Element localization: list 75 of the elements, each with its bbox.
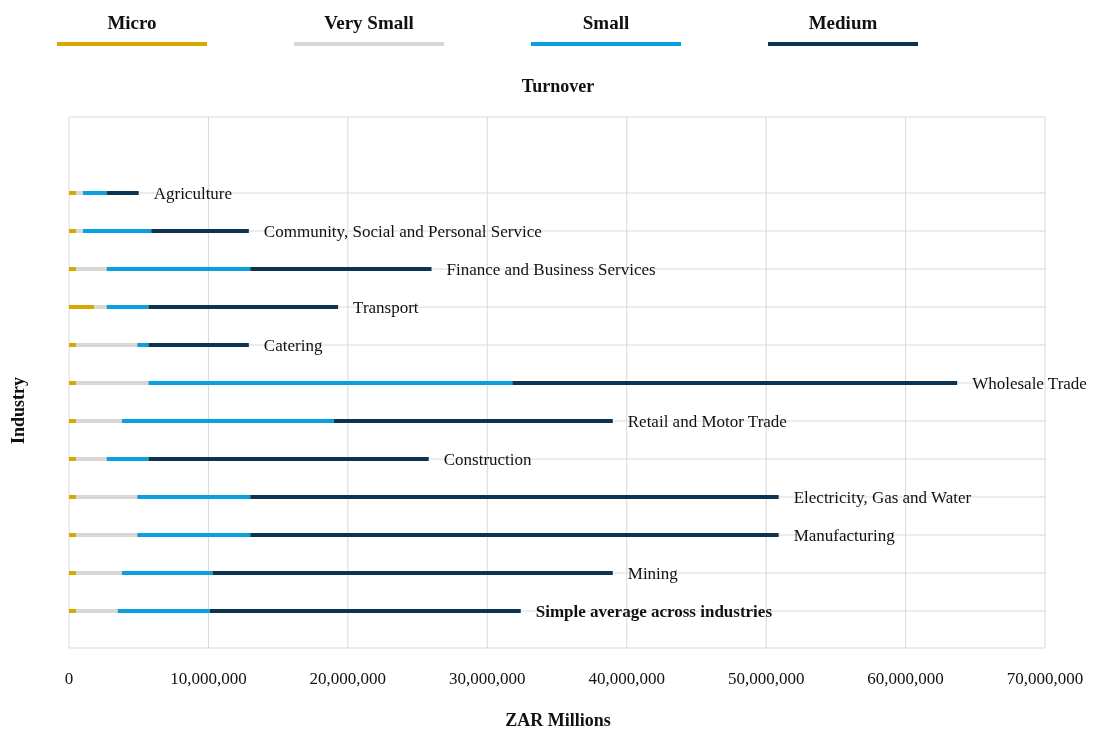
bar <box>121 419 334 423</box>
x-tick-label: 40,000,000 <box>588 669 665 689</box>
y-tick-label: Simple average across industries <box>535 601 773 621</box>
chart-title: Turnover <box>520 76 596 97</box>
text: Small <box>581 12 631 34</box>
x-tick-label: 20,000,000 <box>309 669 387 689</box>
y-tick-label: Transport <box>353 297 419 317</box>
x-tick-label: 60,000,000 <box>867 669 944 689</box>
y-tick-label: Retail and Motor Trade <box>627 411 787 431</box>
bar <box>69 419 76 423</box>
bar <box>148 343 249 347</box>
bar <box>106 457 149 461</box>
bar <box>250 267 432 271</box>
bar <box>512 381 958 385</box>
y-tick-label: Agriculture <box>153 183 233 203</box>
bar <box>69 457 76 461</box>
bar <box>148 381 513 385</box>
bar <box>69 533 76 537</box>
text: Medium <box>807 12 879 34</box>
bar <box>117 609 210 613</box>
bar <box>106 191 139 195</box>
bar <box>250 533 779 537</box>
bar <box>212 571 613 575</box>
bar <box>75 381 149 385</box>
bar <box>75 571 122 575</box>
bar <box>106 305 149 309</box>
bar <box>75 191 83 195</box>
bar <box>75 267 107 271</box>
bar <box>82 229 152 233</box>
y-tick-label: Wholesale Trade <box>972 373 1087 393</box>
x-tick-label: 10,000,000 <box>170 669 247 689</box>
x-tick-label: 50,000,000 <box>727 669 805 689</box>
bar <box>69 191 76 195</box>
y-tick-label: Manufacturing <box>793 525 896 545</box>
bar <box>209 609 521 613</box>
bar <box>69 305 95 309</box>
bar <box>69 609 76 613</box>
bar <box>148 457 429 461</box>
bar <box>75 419 122 423</box>
bar <box>75 343 138 347</box>
bar <box>250 495 779 499</box>
bar <box>69 229 76 233</box>
bar <box>75 457 107 461</box>
y-tick-label: Community, Social and Personal Service <box>263 221 542 241</box>
text: Very Small <box>323 12 415 34</box>
x-axis-title: ZAR Millions <box>504 710 612 731</box>
bar <box>137 533 251 537</box>
bar <box>69 267 76 271</box>
bar <box>75 495 138 499</box>
bar <box>137 495 251 499</box>
y-tick-label: Catering <box>263 335 323 355</box>
bar <box>69 495 76 499</box>
bar <box>151 229 249 233</box>
bar <box>82 191 107 195</box>
text: Micro <box>106 12 158 34</box>
bar <box>69 381 76 385</box>
bar <box>75 229 83 233</box>
x-tick-label: 0 <box>64 669 74 689</box>
x-tick-label: 70,000,000 <box>1006 669 1084 689</box>
bar <box>333 419 613 423</box>
bar <box>148 305 339 309</box>
y-tick-label: Finance and Business Services <box>446 259 656 279</box>
y-axis-title: Industry <box>7 376 29 446</box>
y-tick-label: Mining <box>627 563 679 583</box>
y-tick-label: Electricity, Gas and Water <box>793 487 972 507</box>
bar <box>106 267 251 271</box>
bar <box>94 305 107 309</box>
bar <box>69 571 76 575</box>
bar <box>75 533 138 537</box>
y-tick-label: Construction <box>443 449 533 469</box>
bar <box>137 343 149 347</box>
bar <box>69 343 76 347</box>
bar <box>121 571 213 575</box>
x-tick-label: 30,000,000 <box>449 669 526 689</box>
bar <box>75 609 118 613</box>
